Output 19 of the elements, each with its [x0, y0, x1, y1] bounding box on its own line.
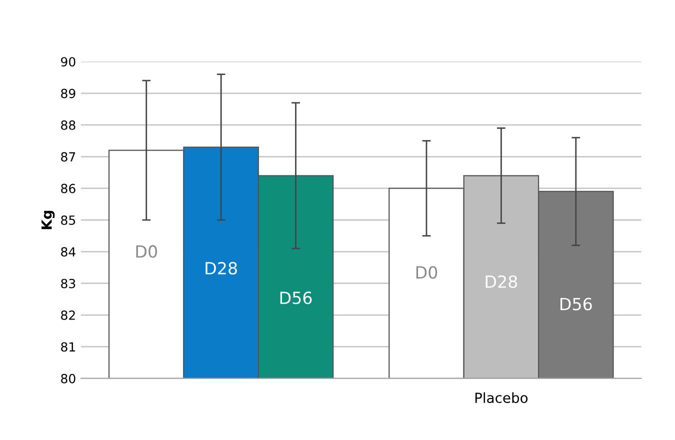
y-axis-title: Kg — [42, 210, 55, 230]
y-tick-label: 85 — [61, 215, 76, 225]
y-tick-label: 81 — [61, 342, 75, 352]
text: D0 — [416, 266, 438, 279]
y-tick-label: 89 — [61, 88, 76, 98]
series-label: D28 — [206, 262, 237, 275]
text: D56 — [280, 292, 312, 304]
x-tick-label: Placebo — [475, 392, 528, 404]
series-label: D56 — [560, 298, 592, 310]
y-tick-label: 84 — [61, 247, 76, 257]
series-label: D0 — [136, 245, 157, 258]
y-tick-label: 86 — [61, 184, 76, 194]
y-tick-label: 88 — [61, 120, 76, 130]
y-tick-label: 90 — [61, 57, 76, 67]
y-tick-label: 83 — [61, 278, 76, 288]
y-tick-label: 87 — [61, 152, 76, 162]
y-tick-label: 80 — [61, 374, 76, 384]
y-tick-label: 82 — [61, 310, 75, 320]
text: D28 — [486, 275, 518, 288]
